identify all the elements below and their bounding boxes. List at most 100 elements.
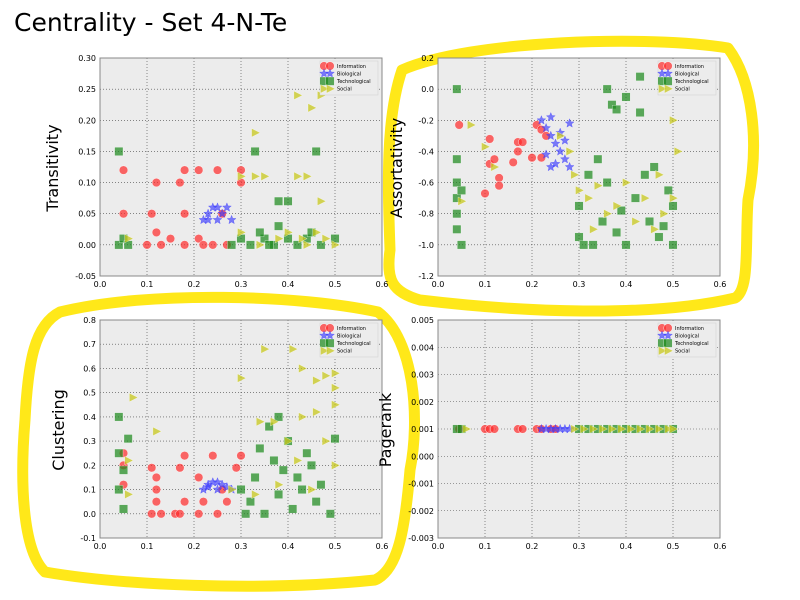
- x-tick-label: 0.0: [432, 280, 445, 289]
- data-point: [151, 227, 161, 237]
- legend-label: Biological: [675, 333, 699, 339]
- legend-marker: [320, 346, 330, 356]
- series-biological: [536, 423, 575, 434]
- legend-label: Information: [337, 326, 366, 332]
- data-point: [293, 455, 303, 466]
- data-point: [331, 400, 341, 410]
- data-point: [617, 424, 627, 434]
- plot-frame: [99, 57, 383, 277]
- legend-marker: [664, 346, 674, 356]
- data-point: [297, 485, 307, 494]
- data-point: [236, 485, 246, 494]
- y-tick-label: 0.000: [411, 452, 434, 461]
- data-point: [603, 209, 613, 219]
- data-point: [541, 149, 551, 159]
- series-biological: [198, 202, 237, 224]
- data-point: [151, 497, 161, 507]
- x-tick-label: 0.3: [235, 280, 248, 289]
- data-point: [165, 234, 175, 244]
- data-point: [274, 480, 284, 490]
- data-point: [494, 181, 504, 191]
- y-axis-label: Assortativity: [387, 118, 406, 218]
- data-point: [114, 412, 124, 422]
- data-point: [251, 489, 261, 499]
- data-point: [536, 153, 546, 163]
- data-point: [260, 234, 269, 243]
- x-tick-label: 0.4: [620, 280, 633, 289]
- data-point: [598, 424, 608, 434]
- data-point: [669, 193, 679, 203]
- highlight-layer: [17, 35, 760, 592]
- data-point: [237, 373, 247, 383]
- x-tick-label: 0.1: [141, 542, 154, 551]
- data-point: [580, 424, 590, 434]
- data-point: [212, 165, 222, 175]
- data-point: [307, 485, 317, 495]
- legend-label: Technological: [674, 341, 709, 347]
- data-point: [250, 147, 260, 156]
- data-point: [331, 368, 341, 378]
- chart-title: Centrality - Set 4-N-Te: [14, 8, 288, 37]
- data-point: [123, 434, 133, 444]
- data-point: [612, 105, 621, 114]
- data-point: [293, 240, 302, 250]
- legend-label: Social: [337, 87, 352, 93]
- data-point: [321, 436, 331, 446]
- legend-label: Biological: [675, 71, 699, 77]
- data-point: [330, 434, 340, 444]
- data-point: [203, 482, 213, 492]
- panel-assortativity: 0.0 0.1 0.2 0.3 0.4 0.5 0.6 -1.2 -1.0 -0.8 -0.6 -0.…: [387, 54, 726, 289]
- data-point: [302, 448, 312, 458]
- data-point: [317, 196, 327, 206]
- data-point: [452, 224, 462, 234]
- data-point: [175, 463, 185, 473]
- x-tick-label: 0.5: [667, 280, 680, 289]
- data-point: [574, 201, 584, 211]
- data-point: [321, 371, 331, 381]
- y-tick-label: -0.8: [418, 210, 434, 219]
- data-point: [250, 473, 260, 482]
- data-point: [616, 206, 626, 215]
- data-point: [256, 417, 266, 427]
- y-tick-label: 0.25: [78, 85, 96, 94]
- data-point: [612, 228, 621, 237]
- y-tick-label: 0.5: [83, 389, 96, 398]
- legend-marker: [325, 338, 335, 348]
- data-point: [151, 472, 161, 482]
- data-point: [457, 240, 466, 250]
- data-point: [260, 509, 269, 519]
- y-tick-label: -0.6: [418, 179, 434, 188]
- data-point: [298, 363, 308, 373]
- x-tick-label: 0.0: [94, 542, 107, 551]
- y-tick-label: 0.001: [411, 425, 434, 434]
- data-point: [570, 424, 580, 434]
- data-point: [151, 178, 161, 188]
- x-tick-label: 0.3: [235, 542, 248, 551]
- data-point: [640, 170, 650, 180]
- data-point: [212, 509, 222, 519]
- series-social: [457, 115, 684, 234]
- data-point: [246, 240, 255, 250]
- data-point: [649, 162, 659, 172]
- y-tick-label: -0.2: [418, 116, 434, 125]
- data-point: [147, 509, 157, 519]
- data-point: [527, 153, 537, 163]
- data-point: [255, 444, 265, 453]
- plot-frame: [99, 319, 383, 539]
- data-point: [175, 509, 185, 519]
- data-point: [490, 162, 500, 172]
- legend-label: Information: [675, 64, 704, 70]
- legend-marker: [325, 76, 335, 86]
- y-tick-label: -0.001: [408, 480, 434, 489]
- data-point: [118, 165, 128, 175]
- data-point: [331, 460, 341, 470]
- data-point: [645, 217, 654, 226]
- data-point: [124, 489, 134, 499]
- y-tick-label: -0.4: [418, 147, 434, 156]
- data-point: [668, 240, 678, 250]
- data-point: [311, 147, 321, 156]
- x-tick-label: 0.3: [573, 542, 586, 551]
- x-tick-label: 0.4: [282, 542, 295, 551]
- data-point: [669, 424, 679, 434]
